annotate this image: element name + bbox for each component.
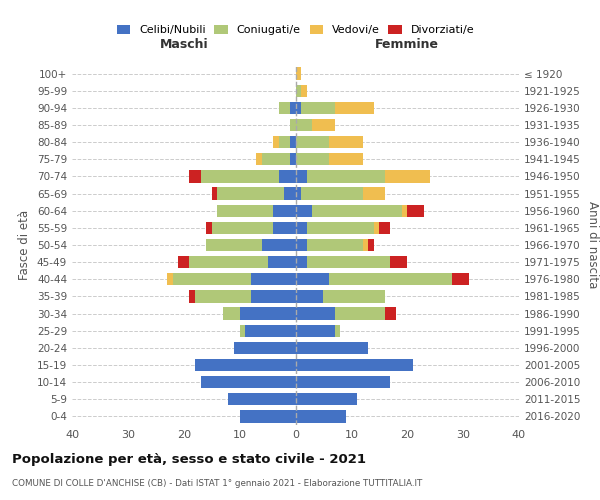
Bar xyxy=(296,393,357,406)
Bar xyxy=(296,342,368,354)
Bar xyxy=(251,290,296,302)
Bar xyxy=(239,324,245,337)
Text: Femmine: Femmine xyxy=(375,38,439,52)
Bar xyxy=(362,239,368,251)
Bar xyxy=(362,188,385,200)
Bar xyxy=(290,119,296,131)
Bar xyxy=(335,308,385,320)
Bar xyxy=(178,256,190,268)
Bar xyxy=(268,256,296,268)
Bar xyxy=(312,119,335,131)
Bar xyxy=(195,359,296,371)
Bar xyxy=(212,188,217,200)
Bar xyxy=(401,204,407,217)
Text: Popolazione per età, sesso e stato civile - 2021: Popolazione per età, sesso e stato civil… xyxy=(12,452,366,466)
Bar xyxy=(385,308,396,320)
Bar xyxy=(206,222,212,234)
Bar xyxy=(217,188,284,200)
Bar xyxy=(296,376,391,388)
Bar xyxy=(167,273,173,285)
Bar xyxy=(296,290,323,302)
Bar xyxy=(190,256,268,268)
Bar xyxy=(296,153,329,166)
Bar xyxy=(234,342,296,354)
Bar xyxy=(296,222,307,234)
Bar xyxy=(329,136,362,148)
Bar xyxy=(279,170,296,182)
Bar xyxy=(301,84,307,97)
Bar xyxy=(262,153,290,166)
Bar xyxy=(307,170,385,182)
Bar xyxy=(323,290,385,302)
Bar xyxy=(223,308,239,320)
Bar xyxy=(273,204,296,217)
Bar xyxy=(173,273,251,285)
Legend: Celibi/Nubili, Coniugati/e, Vedovi/e, Divorziati/e: Celibi/Nubili, Coniugati/e, Vedovi/e, Di… xyxy=(112,20,479,40)
Bar xyxy=(379,222,391,234)
Bar xyxy=(290,136,296,148)
Bar xyxy=(296,188,301,200)
Bar xyxy=(296,84,301,97)
Bar xyxy=(190,170,200,182)
Bar xyxy=(279,102,290,114)
Bar xyxy=(206,239,262,251)
Bar xyxy=(296,68,301,80)
Bar xyxy=(296,102,301,114)
Bar xyxy=(296,256,307,268)
Bar xyxy=(245,324,296,337)
Bar xyxy=(262,239,296,251)
Bar xyxy=(296,204,312,217)
Bar xyxy=(374,222,379,234)
Bar xyxy=(452,273,469,285)
Bar xyxy=(296,239,307,251)
Bar xyxy=(273,222,296,234)
Bar xyxy=(301,102,335,114)
Bar xyxy=(290,153,296,166)
Bar xyxy=(335,324,340,337)
Bar xyxy=(251,273,296,285)
Bar xyxy=(296,136,329,148)
Bar xyxy=(200,376,296,388)
Bar xyxy=(407,204,424,217)
Bar xyxy=(239,308,296,320)
Bar xyxy=(335,102,374,114)
Bar xyxy=(296,324,335,337)
Y-axis label: Fasce di età: Fasce di età xyxy=(19,210,31,280)
Bar xyxy=(273,136,279,148)
Bar xyxy=(391,256,407,268)
Bar xyxy=(301,188,362,200)
Bar xyxy=(296,170,307,182)
Bar xyxy=(212,222,273,234)
Bar xyxy=(284,188,296,200)
Bar xyxy=(190,290,195,302)
Bar xyxy=(195,290,251,302)
Bar xyxy=(296,308,335,320)
Bar xyxy=(229,393,296,406)
Bar xyxy=(368,239,374,251)
Bar xyxy=(200,170,279,182)
Bar xyxy=(290,102,296,114)
Text: Maschi: Maschi xyxy=(160,38,208,52)
Bar xyxy=(329,273,452,285)
Bar xyxy=(296,359,413,371)
Bar xyxy=(385,170,430,182)
Bar xyxy=(296,119,312,131)
Bar xyxy=(256,153,262,166)
Bar xyxy=(217,204,273,217)
Bar xyxy=(296,273,329,285)
Bar xyxy=(239,410,296,422)
Y-axis label: Anni di nascita: Anni di nascita xyxy=(586,202,599,288)
Bar xyxy=(329,153,362,166)
Bar xyxy=(312,204,401,217)
Text: COMUNE DI COLLE D'ANCHISE (CB) - Dati ISTAT 1° gennaio 2021 - Elaborazione TUTTI: COMUNE DI COLLE D'ANCHISE (CB) - Dati IS… xyxy=(12,479,422,488)
Bar xyxy=(307,239,362,251)
Bar xyxy=(307,256,391,268)
Bar xyxy=(307,222,374,234)
Bar xyxy=(296,410,346,422)
Bar xyxy=(279,136,290,148)
